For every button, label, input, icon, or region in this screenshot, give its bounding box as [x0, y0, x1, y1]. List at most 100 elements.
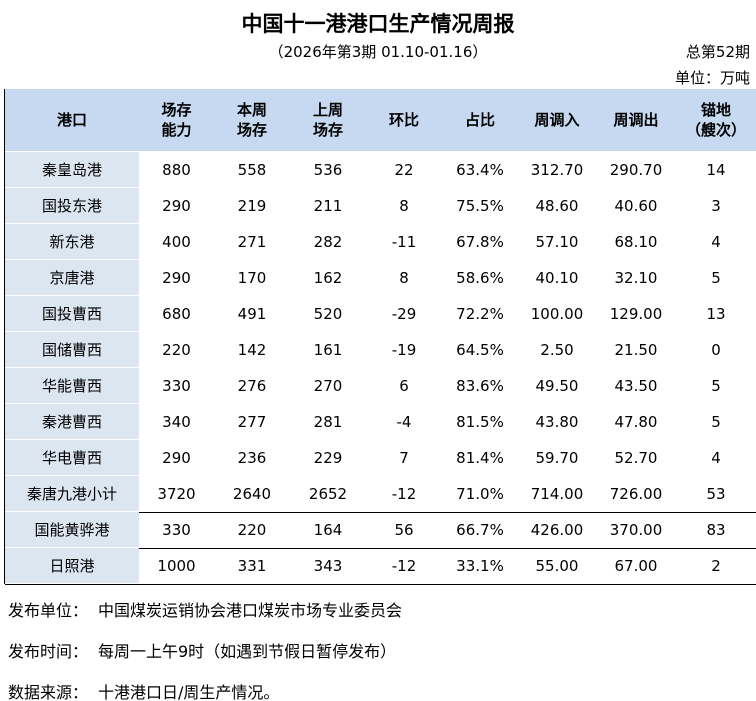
row-label: 华电曹西	[5, 440, 139, 476]
cell: 100.00	[530, 305, 584, 323]
header-cell: 场存 能力	[139, 89, 214, 151]
row-label: 国能黄骅港	[5, 512, 139, 548]
cell: 22	[394, 161, 414, 179]
cell: 63.4%	[456, 161, 504, 179]
cell: 14	[706, 161, 726, 179]
row-label: 新东港	[5, 224, 139, 260]
cell: 13	[706, 305, 726, 323]
cell: 426.00	[530, 521, 584, 539]
cell: 219	[237, 197, 267, 215]
cell: 72.2%	[456, 305, 504, 323]
cell: 211	[313, 197, 343, 215]
header-text: 环比	[388, 111, 419, 129]
header-cell: 锚地 （艘次）	[676, 89, 756, 151]
cell: 1000	[157, 557, 196, 575]
header-cell: 上周 场存	[290, 89, 366, 151]
header-text: 上周	[312, 101, 343, 119]
cell: 290	[162, 269, 191, 287]
cell: 271	[237, 233, 267, 251]
cell: 290.70	[609, 161, 663, 179]
left-border	[4, 89, 5, 584]
cell: 56	[394, 521, 414, 539]
header-text: 占比	[464, 111, 495, 129]
cell: 7	[399, 449, 409, 467]
cell: 290	[162, 197, 191, 215]
cell: 67.00	[614, 557, 658, 575]
cell: 220	[237, 521, 267, 539]
cell: 536	[313, 161, 343, 179]
cell: 161	[313, 341, 343, 359]
row-label: 秦唐九港小计	[5, 476, 139, 512]
cell: -12	[391, 485, 417, 503]
cell: 312.70	[530, 161, 584, 179]
cell: 40.10	[535, 269, 579, 287]
cell: 5	[711, 269, 721, 287]
cell: 229	[313, 449, 343, 467]
header-cell: 占比	[442, 89, 518, 151]
cell: 331	[237, 557, 267, 575]
cell: 343	[313, 557, 343, 575]
cell: 49.50	[535, 377, 579, 395]
cell: 4	[711, 233, 721, 251]
cell: 55.00	[535, 557, 579, 575]
footer-label: 发布时间：	[8, 642, 89, 661]
header-text: 能力	[161, 121, 192, 139]
header-cell: 本周 场存	[214, 89, 290, 151]
footer-label: 数据来源：	[8, 683, 89, 701]
cell: 53	[706, 485, 726, 503]
row-label: 秦港曹西	[5, 404, 139, 440]
cell: 520	[313, 305, 343, 323]
header-text: 场存	[236, 121, 267, 139]
cell: 714.00	[530, 485, 584, 503]
cell: 680	[162, 305, 191, 323]
cell: 81.4%	[456, 449, 504, 467]
unit: 单位：万吨	[674, 69, 750, 87]
cell: 3	[711, 197, 721, 215]
cell: 164	[313, 521, 343, 539]
cell: 4	[711, 449, 721, 467]
cell: 6	[399, 377, 409, 395]
cell: 0	[711, 341, 721, 359]
cell: 58.6%	[456, 269, 504, 287]
header-cell: 周调入	[518, 89, 596, 151]
cell: 64.5%	[456, 341, 504, 359]
cell: 75.5%	[456, 197, 504, 215]
cell: 3720	[157, 485, 196, 503]
row-border	[5, 584, 756, 585]
row-border	[5, 548, 756, 549]
cell: 330	[162, 377, 191, 395]
cell: 270	[313, 377, 343, 395]
cell: 2640	[232, 485, 272, 503]
cell: 71.0%	[456, 485, 504, 503]
header-cell: 周调出	[596, 89, 676, 151]
cell: 277	[237, 413, 267, 431]
cell: 2	[711, 557, 721, 575]
cell: 8	[399, 269, 409, 287]
cell: 491	[237, 305, 267, 323]
cell: 220	[162, 341, 191, 359]
cell: 40.60	[614, 197, 658, 215]
cell: 59.70	[535, 449, 579, 467]
row-label: 秦皇岛港	[5, 152, 139, 188]
footer-text: 中国煤炭运销协会港口煤炭市场专业委员会	[98, 601, 403, 620]
cell: 129.00	[609, 305, 663, 323]
footer-label: 发布单位：	[8, 601, 89, 620]
cell: 48.60	[535, 197, 579, 215]
header-cell: 港口	[5, 89, 139, 151]
cell: 170	[237, 269, 267, 287]
cell: 162	[313, 269, 343, 287]
header-text: 港口	[56, 111, 87, 129]
cell: 67.8%	[456, 233, 504, 251]
cell: 47.80	[614, 413, 658, 431]
header-text: 锚地	[700, 101, 731, 119]
cell: 83	[706, 521, 726, 539]
cell: 370.00	[609, 521, 663, 539]
header-text: （艘次）	[685, 121, 746, 139]
header-text: 本周	[236, 101, 267, 119]
cell: 282	[313, 233, 343, 251]
header-text: 周调出	[613, 111, 659, 129]
header-text: 场存	[312, 121, 343, 139]
cell: -29	[391, 305, 417, 323]
cell: 726.00	[609, 485, 663, 503]
